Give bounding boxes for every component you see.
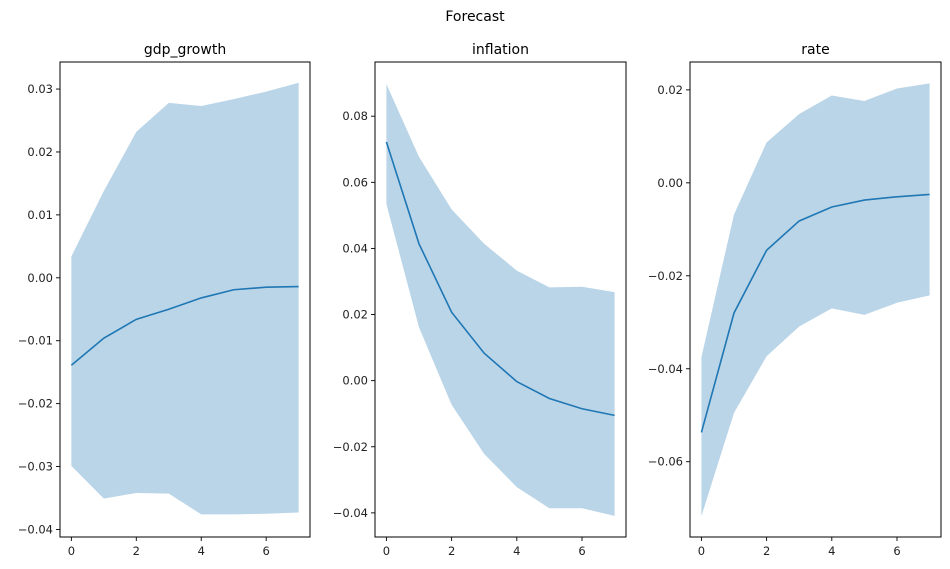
y-tick-label: 0.00 [342, 374, 368, 388]
x-tick-label: 0 [68, 544, 75, 558]
confidence-band [386, 84, 615, 516]
y-tick-label: 0.02 [27, 145, 53, 159]
forecast-mean-line [385, 141, 615, 417]
x-tick-label: 2 [133, 544, 140, 558]
y-tick-label: −0.01 [18, 334, 53, 348]
y-tick-label: −0.04 [333, 506, 368, 520]
confidence-band [71, 82, 299, 515]
forecast-mean-line [70, 285, 299, 366]
axes-frame [689, 61, 942, 538]
y-tick-label: −0.06 [648, 455, 683, 469]
y-tick-label: −0.04 [648, 362, 683, 376]
subplot-inflation: inflation −0.04 −0.02 0.00 0.02 0.04 0.06 0.08 0… [333, 42, 627, 558]
x-tick-label: 6 [578, 544, 585, 558]
y-tick-label: 0.00 [27, 271, 53, 285]
y-tick-label: 0.00 [657, 176, 683, 190]
x-tick-label: 4 [513, 544, 520, 558]
y-tick-label: 0.02 [657, 83, 683, 97]
y-tick-label: 0.01 [27, 208, 53, 222]
x-tick-label: 4 [198, 544, 205, 558]
y-tick-label: 0.02 [342, 308, 368, 322]
x-tick-label: 2 [448, 544, 455, 558]
figure-title: Forecast [445, 9, 505, 25]
subplot-title: rate [801, 42, 829, 58]
subplot-rate: rate −0.06 −0.04 −0.02 0.00 0.02 0 2 4 6 [648, 42, 942, 558]
subplot-gdp_growth: gdp_growth −0.04 −0.03 −0.02 −0.01 0.00 0.01 0.… [18, 42, 311, 558]
x-tick-label: 6 [893, 544, 900, 558]
y-tick-label: −0.04 [18, 522, 53, 536]
y-tick-label: −0.02 [18, 397, 53, 411]
y-tick-label: −0.02 [648, 269, 683, 283]
axes-frame [59, 61, 311, 538]
forecast-mean-line [700, 193, 930, 433]
axes-frame [374, 61, 627, 538]
subplot-title: gdp_growth [144, 42, 226, 58]
x-tick-label: 4 [828, 544, 835, 558]
x-tick-label: 0 [383, 544, 390, 558]
y-tick-label: 0.03 [27, 82, 53, 96]
y-tick-label: 0.08 [342, 109, 368, 123]
y-tick-label: 0.06 [342, 175, 368, 189]
x-tick-label: 2 [763, 544, 770, 558]
x-tick-label: 0 [698, 544, 705, 558]
subplot-title: inflation [472, 42, 529, 58]
y-tick-label: 0.04 [342, 241, 368, 255]
y-tick-label: −0.03 [18, 460, 53, 474]
subplots: gdp_growth −0.04 −0.03 −0.02 −0.01 0.00 0.01 0.… [18, 42, 942, 558]
x-tick-label: 6 [263, 544, 270, 558]
y-tick-label: −0.02 [333, 440, 368, 454]
confidence-band [701, 83, 930, 517]
